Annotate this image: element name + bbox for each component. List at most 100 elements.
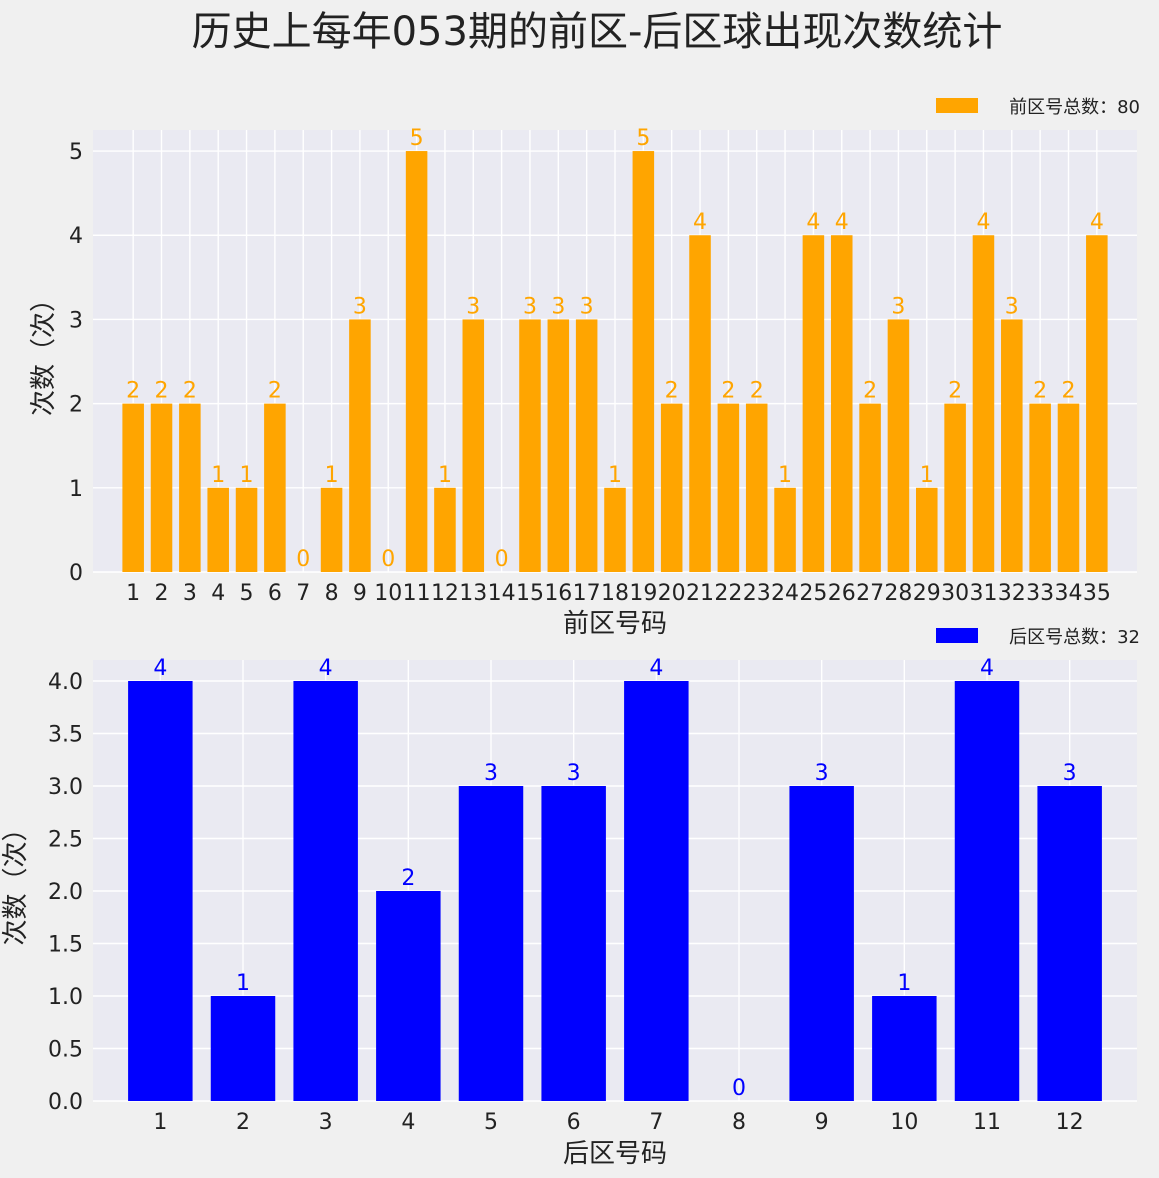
bar bbox=[264, 403, 286, 572]
bar-value-label: 4 bbox=[319, 656, 333, 681]
bar-value-label: 2 bbox=[750, 379, 764, 404]
bar-value-label: 0 bbox=[296, 547, 310, 572]
bar-value-label: 3 bbox=[353, 294, 367, 319]
bar-value-label: 1 bbox=[236, 971, 250, 996]
bar bbox=[1086, 235, 1108, 572]
bar-value-label: 0 bbox=[381, 547, 395, 572]
x-axis-label: 前区号码 bbox=[563, 609, 667, 639]
bar bbox=[575, 319, 598, 572]
bar-value-label: 4 bbox=[1090, 210, 1104, 235]
y-tick-label: 2.0 bbox=[48, 880, 83, 905]
y-tick-label: 0 bbox=[69, 561, 83, 586]
bar bbox=[604, 487, 626, 572]
x-tick-label: 3 bbox=[319, 1110, 333, 1135]
x-tick-label: 5 bbox=[240, 581, 254, 606]
x-tick-label: 1 bbox=[126, 581, 140, 606]
bar bbox=[1029, 403, 1051, 572]
x-tick-label: 9 bbox=[353, 581, 367, 606]
bar-value-label: 5 bbox=[636, 126, 650, 151]
bar-value-label: 0 bbox=[495, 547, 509, 572]
x-tick-label: 9 bbox=[815, 1110, 829, 1135]
bar bbox=[122, 403, 144, 572]
y-tick-label: 2 bbox=[69, 393, 83, 418]
bar bbox=[405, 151, 428, 573]
x-tick-label: 19 bbox=[629, 581, 657, 606]
bar-value-label: 4 bbox=[153, 656, 167, 681]
x-tick-label: 35 bbox=[1083, 581, 1111, 606]
x-tick-label: 33 bbox=[1026, 581, 1054, 606]
bar-value-label: 4 bbox=[693, 210, 707, 235]
x-tick-label: 7 bbox=[296, 581, 310, 606]
legend-swatch bbox=[936, 98, 978, 113]
bar bbox=[150, 403, 173, 572]
bar-value-label: 3 bbox=[1063, 761, 1077, 786]
bar-value-label: 1 bbox=[211, 463, 225, 488]
y-axis-label: 次数（次） bbox=[1, 815, 31, 945]
bar bbox=[887, 319, 910, 572]
bar-value-label: 4 bbox=[649, 656, 663, 681]
x-tick-label: 10 bbox=[890, 1110, 918, 1135]
bar-value-label: 2 bbox=[183, 379, 197, 404]
bar-value-label: 3 bbox=[815, 761, 829, 786]
bar bbox=[462, 319, 485, 572]
bar-value-label: 2 bbox=[268, 379, 282, 404]
bar-value-label: 2 bbox=[721, 379, 735, 404]
x-tick-label: 21 bbox=[686, 581, 714, 606]
back-zone-plot: 0.00.51.01.52.02.53.03.54.04112432435364… bbox=[1, 627, 1140, 1169]
bar bbox=[519, 319, 541, 572]
x-tick-label: 8 bbox=[325, 581, 339, 606]
x-tick-label: 11 bbox=[973, 1110, 1001, 1135]
y-tick-label: 1.5 bbox=[48, 933, 83, 958]
legend-label: 前区号总数：80 bbox=[1009, 97, 1140, 118]
x-tick-label: 6 bbox=[567, 1110, 581, 1135]
bar bbox=[376, 891, 441, 1101]
x-tick-label: 28 bbox=[884, 581, 912, 606]
bar bbox=[128, 681, 193, 1101]
bar-value-label: 2 bbox=[126, 379, 140, 404]
bar bbox=[320, 487, 343, 572]
bar bbox=[1037, 786, 1102, 1101]
bar bbox=[745, 403, 768, 572]
x-axis-label: 后区号码 bbox=[563, 1139, 667, 1169]
bar bbox=[774, 487, 796, 572]
legend-swatch bbox=[936, 628, 978, 643]
x-tick-label: 20 bbox=[658, 581, 686, 606]
x-tick-label: 32 bbox=[998, 581, 1026, 606]
bar bbox=[944, 403, 966, 572]
bar-value-label: 4 bbox=[980, 656, 994, 681]
bar-value-label: 3 bbox=[523, 294, 537, 319]
x-tick-label: 12 bbox=[431, 581, 459, 606]
x-tick-label: 13 bbox=[459, 581, 487, 606]
bar-value-label: 3 bbox=[466, 294, 480, 319]
x-tick-label: 4 bbox=[211, 581, 225, 606]
bar-value-label: 2 bbox=[155, 379, 169, 404]
bar-value-label: 2 bbox=[401, 866, 415, 891]
bar-value-label: 0 bbox=[732, 1076, 746, 1101]
x-tick-label: 22 bbox=[714, 581, 742, 606]
x-tick-label: 31 bbox=[969, 581, 997, 606]
y-tick-label: 1.0 bbox=[48, 985, 83, 1010]
bar bbox=[1001, 319, 1023, 572]
y-tick-label: 3.5 bbox=[48, 723, 83, 748]
x-tick-label: 12 bbox=[1056, 1110, 1084, 1135]
bar bbox=[434, 487, 456, 572]
bar-value-label: 1 bbox=[240, 463, 254, 488]
bar bbox=[293, 681, 358, 1101]
bar bbox=[1057, 403, 1080, 572]
x-tick-label: 17 bbox=[573, 581, 601, 606]
bar bbox=[624, 681, 689, 1101]
bar-value-label: 3 bbox=[484, 761, 498, 786]
y-tick-label: 3 bbox=[69, 308, 83, 333]
bar bbox=[660, 403, 683, 572]
x-tick-label: 1 bbox=[153, 1110, 167, 1135]
bar-value-label: 3 bbox=[891, 294, 905, 319]
x-tick-label: 29 bbox=[913, 581, 941, 606]
x-tick-label: 25 bbox=[799, 581, 827, 606]
x-tick-label: 34 bbox=[1054, 581, 1082, 606]
y-tick-label: 0.0 bbox=[48, 1090, 83, 1115]
bar bbox=[210, 996, 276, 1101]
bar-value-label: 3 bbox=[551, 294, 565, 319]
y-tick-label: 4.0 bbox=[48, 670, 83, 695]
y-tick-label: 5 bbox=[69, 140, 83, 165]
x-tick-label: 8 bbox=[732, 1110, 746, 1135]
